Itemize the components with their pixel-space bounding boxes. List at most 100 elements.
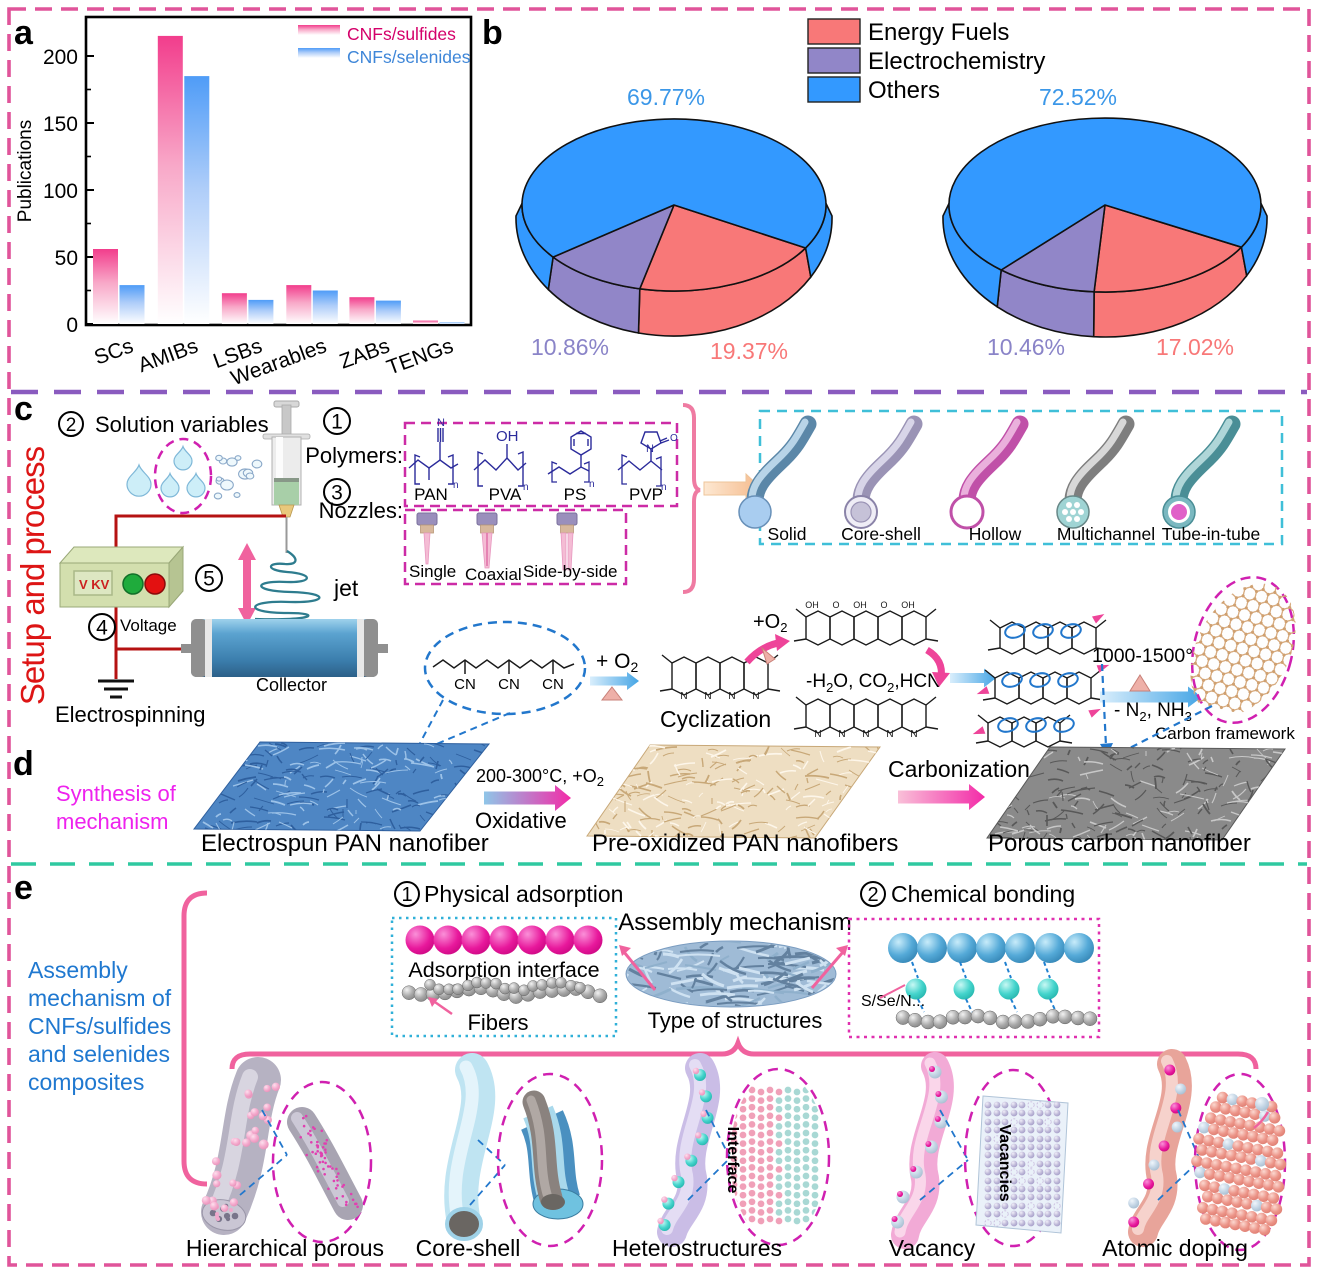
- svg-text:AMIBs: AMIBs: [135, 334, 201, 377]
- svg-text:N: N: [862, 729, 869, 740]
- svg-text:Tube-in-tube: Tube-in-tube: [1162, 524, 1261, 544]
- svg-text:N: N: [752, 691, 759, 702]
- svg-text:Publications: Publications: [15, 120, 36, 222]
- svg-text:Interface: Interface: [724, 1127, 741, 1194]
- svg-text:Single: Single: [409, 562, 456, 581]
- svg-text:e: e: [14, 869, 33, 907]
- svg-text:1: 1: [331, 411, 343, 434]
- svg-text:Core-shell: Core-shell: [841, 524, 921, 544]
- svg-text:CNFs/sulfides: CNFs/sulfides: [28, 1013, 171, 1039]
- svg-text:V KV: V KV: [79, 577, 110, 592]
- svg-text:n: n: [589, 479, 595, 490]
- svg-text:72.52%: 72.52%: [1039, 84, 1117, 110]
- svg-text:5: 5: [203, 568, 215, 591]
- svg-text:Adsorption interface: Adsorption interface: [408, 958, 599, 982]
- svg-text:b: b: [482, 14, 503, 52]
- svg-text:Assembly mechanism: Assembly mechanism: [618, 909, 851, 936]
- svg-text:and selenides: and selenides: [28, 1041, 170, 1067]
- svg-text:c: c: [14, 390, 33, 428]
- svg-text:TENGs: TENGs: [384, 334, 457, 379]
- svg-text:OH: OH: [853, 600, 867, 610]
- svg-text:150: 150: [43, 113, 78, 136]
- svg-text:Polymers:: Polymers:: [305, 443, 403, 468]
- svg-text:N: N: [680, 691, 687, 702]
- svg-text:Electrochemistry: Electrochemistry: [868, 48, 1045, 75]
- svg-text:d: d: [13, 745, 34, 783]
- svg-text:Assembly: Assembly: [28, 957, 128, 983]
- svg-text:OH: OH: [805, 600, 819, 610]
- svg-text:OH: OH: [901, 600, 915, 610]
- svg-text:Type of structures: Type of structures: [648, 1008, 823, 1033]
- svg-text:Oxidative: Oxidative: [475, 808, 567, 833]
- svg-text:n: n: [453, 480, 459, 491]
- svg-text:Nozzles:: Nozzles:: [319, 498, 403, 523]
- svg-text:ZABs: ZABs: [337, 334, 393, 373]
- svg-text:N: N: [728, 691, 735, 702]
- svg-text:N: N: [814, 729, 821, 740]
- svg-text:mechanism of: mechanism of: [28, 985, 172, 1011]
- svg-text:3: 3: [331, 482, 343, 505]
- svg-text:Voltage: Voltage: [120, 616, 177, 635]
- svg-text:Physical adsorption: Physical adsorption: [424, 881, 623, 907]
- svg-text:100: 100: [43, 180, 78, 203]
- svg-text:Vacancy: Vacancy: [889, 1235, 976, 1261]
- svg-text:PVP: PVP: [629, 485, 663, 504]
- svg-text:2: 2: [66, 415, 77, 436]
- svg-text:N: N: [437, 417, 445, 429]
- svg-text:N: N: [704, 691, 711, 702]
- svg-text:Carbonization: Carbonization: [888, 756, 1030, 782]
- svg-text:OH: OH: [496, 428, 519, 445]
- svg-text:PS: PS: [564, 485, 587, 504]
- svg-text:a: a: [14, 14, 34, 52]
- svg-text:Electrospinning: Electrospinning: [55, 702, 205, 727]
- svg-text:Core-shell: Core-shell: [416, 1235, 521, 1261]
- svg-text:CN: CN: [454, 676, 476, 693]
- svg-text:jet: jet: [333, 575, 359, 601]
- svg-text:10.46%: 10.46%: [987, 334, 1065, 360]
- svg-text:Collector: Collector: [256, 675, 327, 695]
- svg-text:CNFs/selenides: CNFs/selenides: [347, 47, 471, 67]
- svg-text:mechanism: mechanism: [56, 809, 168, 834]
- svg-text:+ O2: + O2: [596, 650, 638, 675]
- svg-text:Atomic doping: Atomic doping: [1102, 1235, 1248, 1261]
- svg-text:Others: Others: [868, 77, 940, 104]
- svg-text:Chemical bonding: Chemical bonding: [891, 881, 1075, 907]
- svg-text:Setup and process: Setup and process: [14, 446, 51, 705]
- svg-text:Coaxial: Coaxial: [465, 565, 522, 584]
- svg-text:Porous carbon nanofiber: Porous carbon nanofiber: [988, 830, 1251, 857]
- svg-text:10.86%: 10.86%: [531, 334, 609, 360]
- svg-text:N: N: [886, 729, 893, 740]
- svg-text:- N2, NH3: - N2, NH3: [1114, 700, 1192, 724]
- svg-text:17.02%: 17.02%: [1156, 334, 1234, 360]
- svg-text:2: 2: [867, 884, 878, 906]
- svg-text:Synthesis of: Synthesis of: [56, 781, 177, 806]
- svg-text:Cyclization: Cyclization: [660, 706, 771, 732]
- svg-text:CN: CN: [542, 676, 564, 693]
- svg-text:CN: CN: [498, 676, 520, 693]
- svg-text:Solid: Solid: [768, 524, 807, 544]
- svg-text:-H2O, CO2,HCN: -H2O, CO2,HCN: [806, 671, 941, 695]
- svg-text:N: N: [838, 729, 845, 740]
- svg-text:O: O: [670, 433, 678, 444]
- svg-text:N: N: [646, 443, 654, 455]
- svg-text:0: 0: [66, 314, 78, 337]
- svg-text:SCs: SCs: [91, 334, 136, 369]
- svg-text:Fibers: Fibers: [467, 1010, 528, 1035]
- svg-text:PAN: PAN: [414, 485, 448, 504]
- svg-text:+O2: +O2: [753, 611, 787, 635]
- svg-text:69.77%: 69.77%: [627, 84, 705, 110]
- svg-text:N: N: [910, 729, 917, 740]
- svg-text:Multichannel: Multichannel: [1057, 524, 1155, 544]
- svg-text:Solution variables: Solution variables: [95, 412, 269, 437]
- svg-text:1: 1: [401, 884, 412, 906]
- svg-text:19.37%: 19.37%: [710, 338, 788, 364]
- svg-text:4: 4: [96, 617, 108, 640]
- svg-text:Hollow: Hollow: [969, 524, 1022, 544]
- svg-text:Electrospun PAN nanofiber: Electrospun PAN nanofiber: [201, 830, 489, 857]
- svg-text:Heterostructures: Heterostructures: [612, 1235, 782, 1261]
- svg-text:n: n: [523, 482, 529, 493]
- svg-text:O: O: [832, 600, 839, 610]
- svg-text:O: O: [880, 600, 887, 610]
- svg-text:Hierarchical porous: Hierarchical porous: [186, 1235, 384, 1261]
- svg-text:n: n: [661, 482, 667, 493]
